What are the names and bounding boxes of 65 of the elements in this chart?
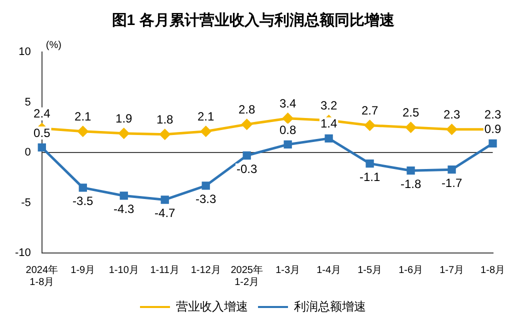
- data-label: 2.5: [402, 106, 420, 120]
- x-tick-label: 1-10月: [108, 264, 139, 276]
- point: [364, 120, 376, 131]
- point: [160, 129, 170, 140]
- data-label: 2.1: [74, 110, 92, 124]
- point: [78, 126, 88, 137]
- data-label: -1.8: [400, 176, 422, 191]
- data-label: 1.4: [320, 116, 338, 131]
- legend-label: 营业收入增速: [176, 299, 248, 314]
- y-tick-label: 10: [18, 46, 31, 58]
- point: [120, 192, 128, 200]
- point: [78, 184, 87, 192]
- point: [242, 151, 251, 160]
- x-tick-label: 1-4月: [316, 264, 342, 276]
- point: [202, 182, 210, 190]
- y-tick-label: 5: [24, 96, 31, 108]
- point: [446, 124, 458, 135]
- data-label: 3.4: [279, 96, 296, 111]
- y-tick-label: -10: [14, 247, 31, 260]
- data-label: 1.9: [116, 112, 133, 126]
- legend-label: 利润总额增速: [294, 299, 366, 314]
- point: [488, 139, 497, 148]
- data-label: 2.7: [361, 104, 378, 118]
- data-label: 3.2: [320, 98, 338, 113]
- data-label: 0.5: [34, 126, 51, 140]
- data-label: 2.3: [443, 108, 460, 122]
- x-tick-label: 1-6月: [398, 264, 424, 276]
- data-label: 2.4: [34, 106, 51, 121]
- point: [324, 134, 333, 143]
- data-label: 2.1: [198, 110, 215, 124]
- x-tick-label: 1-11月: [150, 264, 180, 276]
- data-label: -0.3: [236, 162, 258, 176]
- point: [242, 119, 252, 130]
- data-label: -4.3: [114, 202, 135, 216]
- point: [160, 196, 169, 204]
- x-tick-label: 2025年 1-2月: [230, 264, 263, 288]
- point: [406, 166, 415, 175]
- point: [282, 113, 294, 124]
- point: [38, 143, 46, 152]
- y-tick-label: -5: [21, 196, 31, 209]
- y-axis-title: (%): [46, 40, 62, 51]
- data-label: -3.5: [72, 194, 94, 208]
- x-tick-label: 1-8月: [480, 264, 505, 276]
- data-label: 2.3: [484, 108, 502, 122]
- x-tick-label: 1-7月: [440, 264, 464, 276]
- x-tick-label: 1-9月: [70, 264, 96, 276]
- x-tick-label: 2024年 1-8月: [26, 264, 58, 288]
- point: [448, 166, 456, 174]
- point: [284, 140, 292, 149]
- data-label: -1.1: [359, 170, 380, 184]
- point: [366, 159, 374, 168]
- point: [406, 122, 416, 133]
- data-label: -1.7: [441, 176, 462, 190]
- data-label: 1.8: [156, 112, 174, 127]
- y-tick-label: 0: [24, 146, 31, 159]
- point: [118, 128, 130, 139]
- data-label: -3.3: [196, 192, 217, 206]
- data-label: -4.7: [154, 206, 176, 220]
- x-tick-label: 1-12月: [190, 264, 221, 276]
- x-tick-label: 1-5月: [358, 264, 382, 276]
- data-label: 2.8: [238, 102, 256, 117]
- x-tick-label: 1-3月: [276, 264, 300, 276]
- point: [200, 126, 212, 137]
- chart-title: 图1 各月累计营业收入与利润总额同比增速: [112, 11, 396, 30]
- data-label: 0.8: [279, 122, 296, 137]
